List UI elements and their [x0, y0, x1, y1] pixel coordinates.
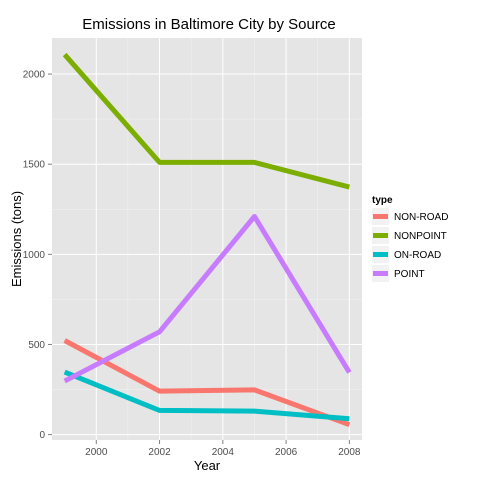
plot-panel	[52, 38, 362, 440]
minor-grid	[52, 38, 362, 440]
legend-label-point: POINT	[394, 269, 425, 280]
legend-label-nonpoint: NONPOINT	[394, 231, 447, 242]
x-axis: 2000 2002 2004 2006 2008	[85, 440, 361, 458]
y-tick-label: 500	[28, 340, 45, 351]
y-tick-label: 2000	[23, 70, 46, 81]
chart-title: Emissions in Baltimore City by Source	[82, 16, 335, 33]
series-line-non-road	[63, 338, 351, 428]
legend-label-on-road: ON-ROAD	[394, 250, 441, 261]
legend-label-non-road: NON-ROAD	[394, 212, 448, 223]
major-grid	[52, 38, 362, 440]
x-tick-label: 2004	[212, 447, 235, 458]
y-axis: 0 500 1000 1500 2000	[23, 70, 52, 441]
y-tick-label: 0	[39, 430, 45, 441]
y-tick-label: 1500	[23, 160, 46, 171]
x-tick-label: 2002	[148, 447, 171, 458]
y-tick-label: 1000	[23, 250, 46, 261]
x-tick-label: 2000	[85, 447, 108, 458]
series-line-nonpoint	[62, 52, 350, 190]
legend-title: type	[372, 195, 393, 206]
x-axis-title: Year	[194, 458, 221, 473]
x-tick-label: 2008	[338, 447, 361, 458]
legend: type NON-ROAD NONPOINT ON-ROAD POINT	[372, 195, 448, 282]
y-axis-title: Emissions (tons)	[9, 191, 24, 287]
series-line-on-road	[63, 369, 350, 422]
series-line-point	[63, 213, 352, 384]
x-tick-label: 2006	[275, 447, 298, 458]
series-lines	[62, 52, 352, 428]
